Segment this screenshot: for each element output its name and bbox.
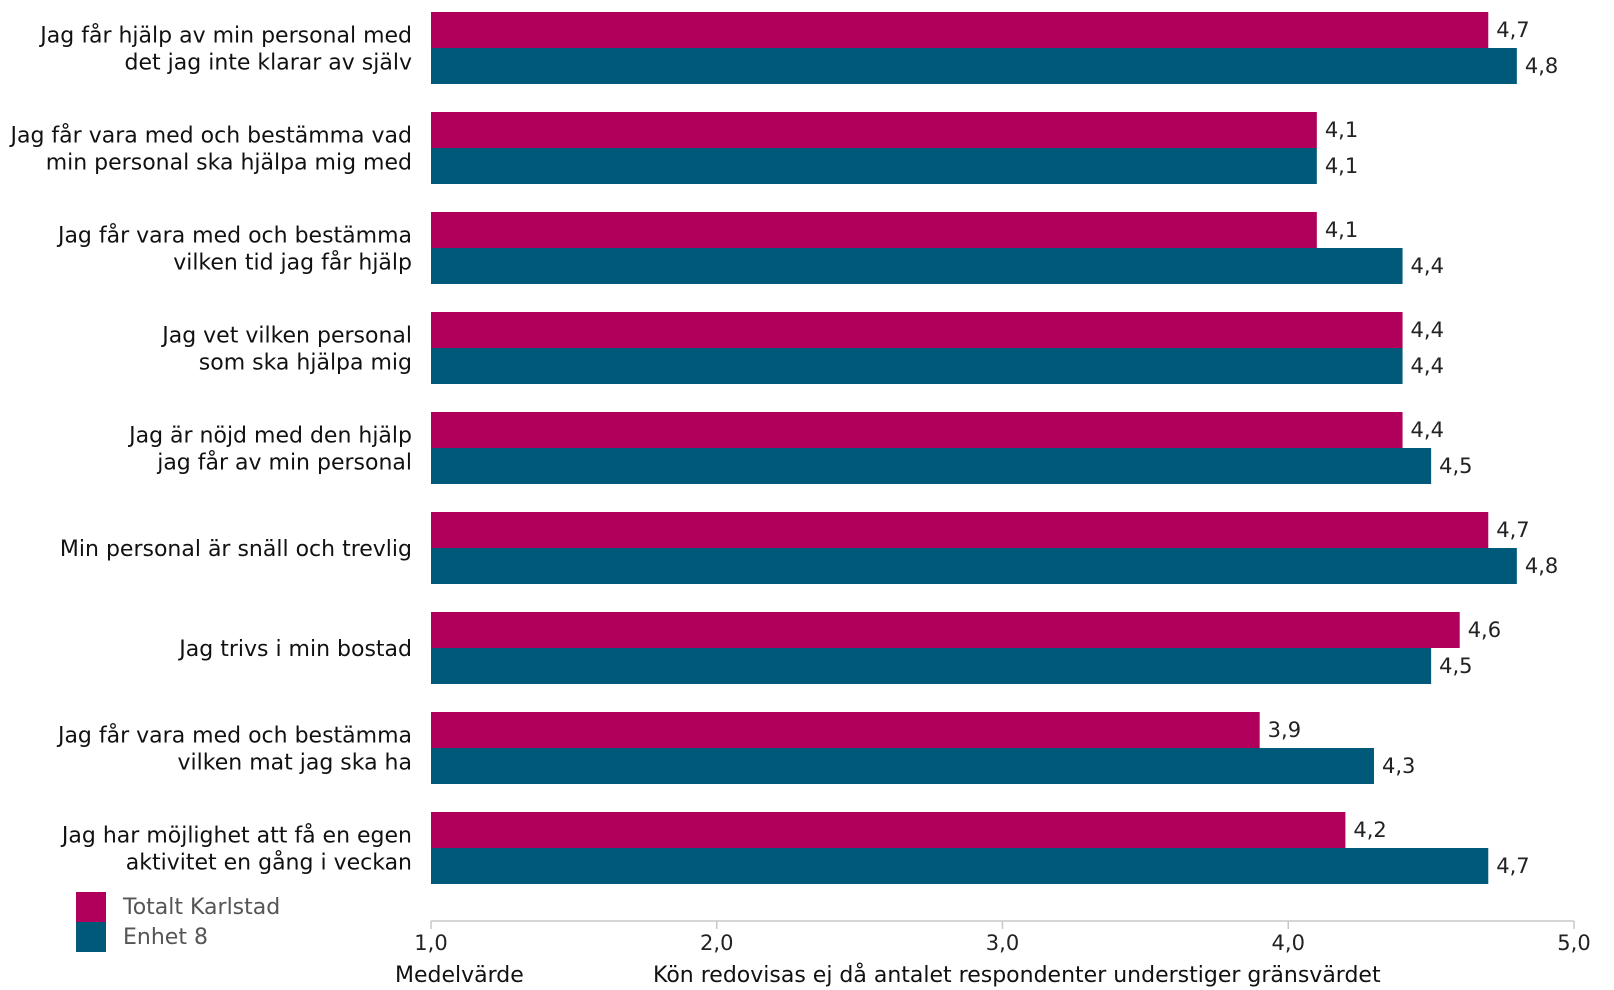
value-label-enhet-2: 4,4 xyxy=(1411,254,1444,278)
category-label-8-line-1: aktivitet en gång i veckan xyxy=(126,850,412,876)
x-axis-title: Medelvärde xyxy=(395,963,524,988)
bar-totalt-8 xyxy=(431,812,1346,848)
value-label-totalt-1: 4,1 xyxy=(1325,118,1358,142)
bar-totalt-7 xyxy=(431,712,1260,748)
category-label-2-line-1: vilken tid jag får hjälp xyxy=(173,250,412,276)
bar-enhet-7 xyxy=(431,748,1374,784)
bar-totalt-2 xyxy=(431,212,1317,248)
category-label-5-line-0: Min personal är snäll och trevlig xyxy=(60,537,412,562)
bar-totalt-5 xyxy=(431,512,1489,548)
value-label-totalt-3: 4,4 xyxy=(1411,318,1444,342)
bar-totalt-1 xyxy=(431,112,1317,148)
category-label-4-line-1: jag får av min personal xyxy=(156,450,412,476)
x-tick-label-3: 4,0 xyxy=(1272,931,1305,955)
category-label-7-line-0: Jag får vara med och bestämma xyxy=(56,723,412,749)
value-label-totalt-2: 4,1 xyxy=(1325,218,1358,242)
value-label-enhet-1: 4,1 xyxy=(1325,154,1358,178)
value-label-enhet-6: 4,5 xyxy=(1439,654,1472,678)
bar-enhet-2 xyxy=(431,248,1403,284)
legend-swatch-enhet xyxy=(76,922,106,952)
bar-totalt-3 xyxy=(431,312,1403,348)
value-label-enhet-8: 4,7 xyxy=(1496,854,1529,878)
legend: Totalt Karlstad Enhet 8 xyxy=(76,892,280,952)
x-tick-label-2: 3,0 xyxy=(986,931,1019,955)
value-label-enhet-7: 4,3 xyxy=(1382,754,1415,778)
bar-enhet-0 xyxy=(431,48,1517,84)
value-label-enhet-0: 4,8 xyxy=(1525,54,1558,78)
bar-totalt-6 xyxy=(431,612,1460,648)
category-label-1-line-1: min personal ska hjälpa mig med xyxy=(46,151,412,176)
category-label-8-line-0: Jag har möjlighet att få en egen xyxy=(60,823,412,849)
category-label-7-line-1: vilken mat jag ska ha xyxy=(178,751,412,776)
category-label-4-line-0: Jag är nöjd med den hjälp xyxy=(127,424,412,449)
value-label-totalt-5: 4,7 xyxy=(1496,518,1529,542)
x-tick-label-1: 2,0 xyxy=(700,931,733,955)
value-label-enhet-5: 4,8 xyxy=(1525,554,1558,578)
value-label-totalt-0: 4,7 xyxy=(1496,18,1529,42)
bar-enhet-5 xyxy=(431,548,1517,584)
bar-enhet-3 xyxy=(431,348,1403,384)
value-label-totalt-6: 4,6 xyxy=(1468,618,1501,642)
category-label-0-line-1: det jag inte klarar av själv xyxy=(125,51,412,76)
legend-swatch-totalt xyxy=(76,892,106,922)
bar-enhet-6 xyxy=(431,648,1432,684)
value-label-enhet-4: 4,5 xyxy=(1439,454,1472,478)
category-label-3-line-1: som ska hjälpa mig xyxy=(199,351,412,376)
bar-totalt-0 xyxy=(431,12,1489,48)
value-label-enhet-3: 4,4 xyxy=(1411,354,1444,378)
x-tick-label-4: 5,0 xyxy=(1557,931,1590,955)
value-label-totalt-8: 4,2 xyxy=(1353,818,1386,842)
category-label-1-line-0: Jag får vara med och bestämma vad xyxy=(9,123,413,149)
category-label-2-line-0: Jag får vara med och bestämma xyxy=(56,223,412,249)
x-tick-label-0: 1,0 xyxy=(414,931,447,955)
legend-label-totalt: Totalt Karlstad xyxy=(122,895,280,920)
bar-enhet-1 xyxy=(431,148,1317,184)
chart-footnote: Kön redovisas ej då antalet respondenter… xyxy=(653,962,1381,988)
bars-group: 4,7 4,8 4,1 4,1 4,1 4,4 4,4 4,4 4,4 4,5 4,7 4,8 4,6 4… xyxy=(431,12,1558,884)
bar-totalt-4 xyxy=(431,412,1403,448)
legend-label-enhet: Enhet 8 xyxy=(123,925,208,950)
category-label-0-line-0: Jag får hjälp av min personal med xyxy=(38,23,412,49)
value-label-totalt-7: 3,9 xyxy=(1268,718,1301,742)
bar-enhet-8 xyxy=(431,848,1489,884)
category-label-3-line-0: Jag vet vilken personal xyxy=(160,324,412,349)
bar-enhet-4 xyxy=(431,448,1432,484)
category-label-6-line-0: Jag trivs i min bostad xyxy=(177,637,412,662)
x-axis: 1,0 2,0 3,0 4,0 5,0 xyxy=(414,920,1591,955)
value-label-totalt-4: 4,4 xyxy=(1411,418,1444,442)
